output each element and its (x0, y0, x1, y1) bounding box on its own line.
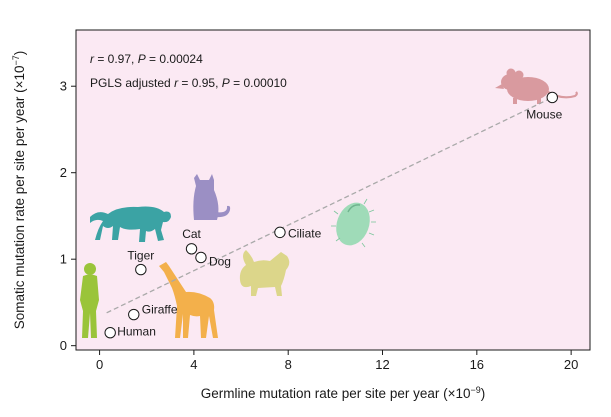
ciliate-silhouette-icon (331, 198, 376, 248)
x-tick-label: 20 (564, 357, 578, 372)
regression-line (106, 96, 553, 314)
human-silhouette-icon (80, 263, 99, 338)
point-ciliate (274, 226, 286, 239)
y-tick-label: 2 (60, 165, 67, 180)
cat-silhouette-icon (193, 174, 231, 220)
y-tick-label: 3 (60, 79, 67, 94)
plot-frame (75, 29, 591, 351)
point-label-tiger: Tiger (127, 249, 154, 263)
point-label-giraffe: Giraffe (142, 303, 178, 317)
x-axis-label: Germline mutation rate per site per year… (201, 385, 486, 401)
point-human (104, 327, 116, 339)
point-cat (185, 243, 198, 255)
dog-silhouette-icon (239, 250, 290, 296)
point-label-human: Human (117, 325, 156, 339)
x-tick-label: 4 (190, 357, 197, 372)
point-label-mouse: Mouse (526, 107, 562, 121)
point-label-cat: Cat (182, 227, 201, 241)
stats-line-1: r = 0.97, P = 0.00024 (90, 52, 203, 66)
point-dog (195, 251, 207, 264)
x-tick-label: 8 (285, 357, 292, 372)
y-axis-label: Somatic mutation rate per site per year … (11, 51, 27, 330)
stats-line-2: PGLS adjusted r = 0.95, P = 0.00010 (90, 76, 287, 90)
point-label-ciliate: Ciliate (288, 226, 322, 240)
point-label-dog: Dog (209, 254, 231, 268)
x-tick-label: 16 (470, 357, 484, 372)
animal-silhouettes (80, 68, 578, 338)
y-tick-label: 1 (60, 252, 67, 267)
x-tick-label: 12 (375, 357, 389, 372)
point-mouse (546, 91, 558, 104)
x-tick-label: 0 (96, 357, 103, 372)
point-tiger (135, 263, 147, 276)
tiger-silhouette-icon (90, 206, 171, 242)
y-tick-label: 0 (60, 338, 67, 353)
point-giraffe (128, 308, 140, 321)
